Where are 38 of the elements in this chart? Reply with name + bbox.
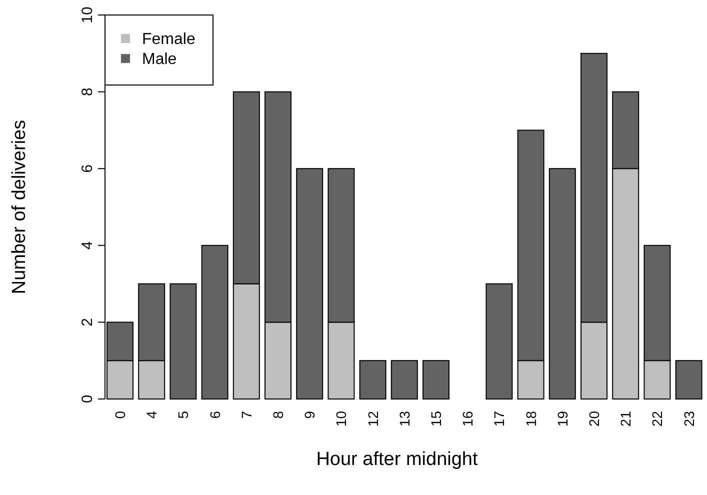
bar: [359, 360, 386, 400]
x-tick-label: 0: [112, 410, 128, 419]
legend-label: Female: [142, 31, 196, 48]
x-tick-label: 22: [649, 410, 666, 427]
y-tick-label: 0: [79, 394, 96, 404]
x-axis-title: Hour after midnight: [316, 449, 479, 470]
bar: [170, 283, 197, 400]
legend-label: Male: [142, 51, 177, 68]
x-tick-label: 16: [460, 410, 476, 427]
x-tick-label: 15: [428, 410, 444, 427]
bar: [548, 168, 576, 400]
y-tick-label: 6: [79, 164, 96, 173]
x-tick-label: 12: [364, 410, 381, 427]
bar: [296, 168, 324, 400]
x-tick-label: 5: [175, 410, 192, 419]
x-tick-label: 7: [238, 410, 254, 419]
x-tick-label: 10: [333, 410, 350, 427]
x-tick-label: 19: [554, 410, 570, 427]
x-tick-label: 17: [491, 410, 508, 427]
y-tick-label: 2: [79, 318, 96, 326]
x-tick-label: 20: [586, 410, 602, 427]
x-tick-label: 6: [206, 410, 223, 419]
bar: [486, 283, 513, 400]
x-tick-label: 8: [270, 410, 286, 419]
x-tick-label: 4: [144, 410, 160, 419]
x-tick-label: 18: [522, 410, 539, 427]
x-tick-label: 21: [618, 410, 634, 427]
bar: [422, 360, 450, 400]
y-tick-label: 10: [79, 6, 96, 24]
x-tick-label: 13: [396, 410, 412, 427]
bar: [390, 360, 418, 400]
bar: [201, 244, 228, 400]
x-tick-label: 9: [302, 410, 318, 419]
y-axis-title: Number of deliveries: [9, 120, 30, 294]
x-tick-label: 23: [680, 410, 697, 427]
y-tick-label: 4: [79, 241, 96, 250]
y-tick-label: 8: [79, 88, 96, 96]
bar: [675, 360, 702, 400]
